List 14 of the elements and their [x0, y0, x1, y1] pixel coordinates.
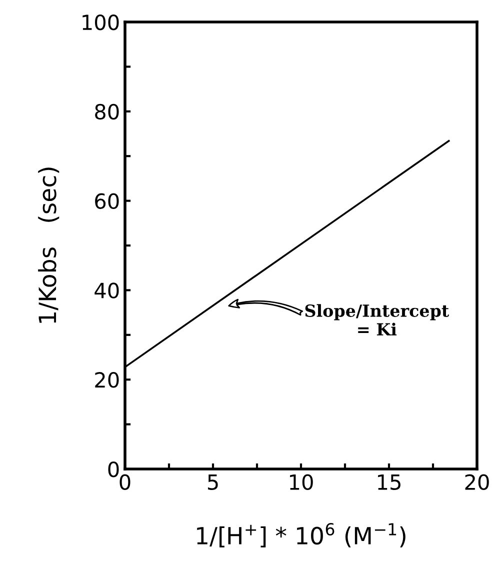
x-tick-label: 10	[290, 474, 313, 490]
x-tick-label: 15	[378, 474, 400, 490]
x-tick-label: 20	[465, 474, 489, 490]
y-tick-label: 0	[108, 461, 119, 478]
y-tick-label: 100	[82, 14, 119, 30]
y-axis-title: 1/Kobs (sec)	[38, 168, 60, 323]
y-tick-label: 80	[95, 104, 119, 120]
x-tick-label: 0	[120, 474, 130, 490]
y-tick-label: 60	[95, 193, 119, 210]
annotation: Slope/Intercept = Ki	[305, 304, 450, 336]
x-axis-title: 1/[H$^{+}$] * 10$^{6}$ (M$^{−1}$)	[197, 522, 406, 548]
x-tick-label: 5	[208, 474, 218, 490]
y-tick-label: 20	[95, 372, 119, 388]
y-tick-label: 40	[94, 282, 119, 298]
